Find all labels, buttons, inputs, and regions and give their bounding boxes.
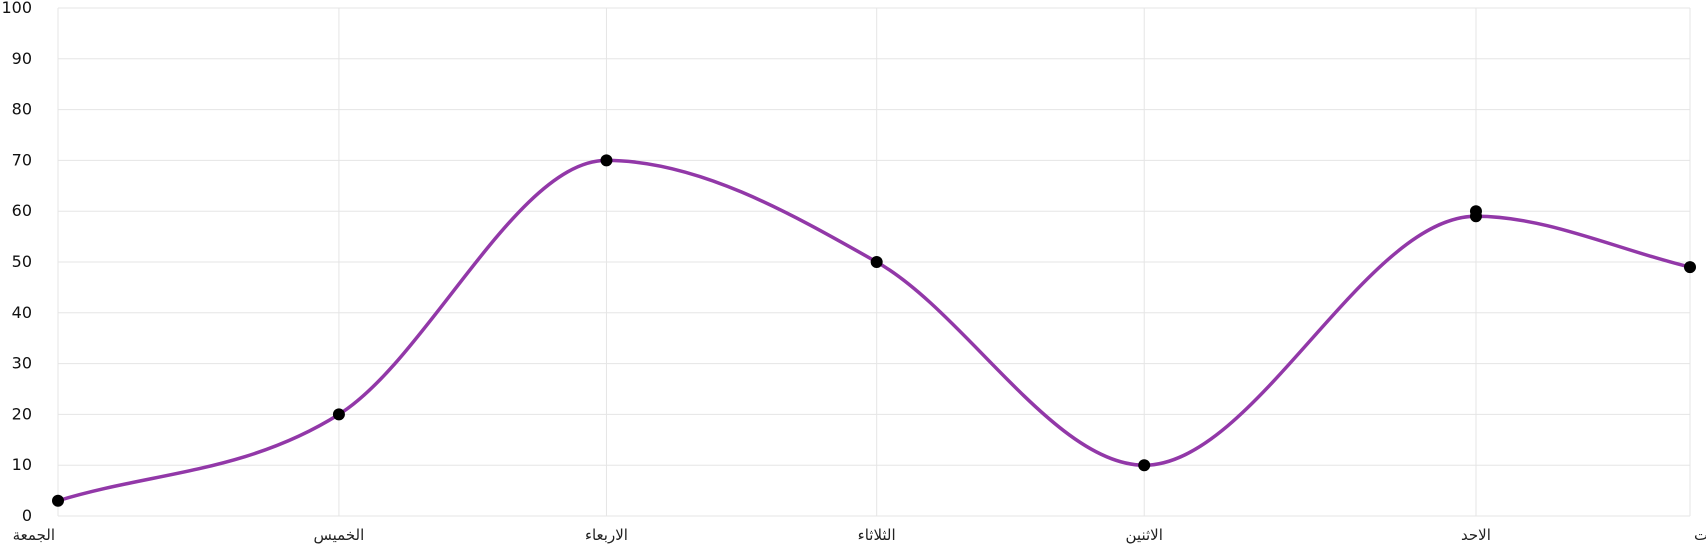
x-tick-label: الخميس (314, 526, 365, 544)
points-layer (52, 154, 1696, 507)
data-point (52, 494, 64, 507)
data-point (1469, 205, 1482, 218)
data-point (332, 408, 345, 421)
x-tick-label: الجمعة (13, 526, 55, 544)
y-axis: 0 10 20 30 40 50 60 70 80 90 100 (1, 0, 32, 525)
y-tick-label: 50 (12, 252, 32, 271)
y-tick-label: 40 (12, 303, 32, 322)
data-point (600, 154, 613, 167)
data-point (1138, 459, 1151, 472)
y-tick-label: 100 (1, 0, 32, 17)
x-tick-label: الاربعاء (585, 526, 628, 544)
x-tick-label: السبت (1694, 526, 1706, 544)
data-point (1684, 261, 1696, 274)
y-tick-label: 10 (12, 455, 32, 474)
data-point (870, 256, 883, 268)
x-tick-label: الاحد (1461, 526, 1491, 544)
y-tick-label: 20 (12, 404, 32, 423)
y-tick-label: 60 (12, 201, 32, 220)
y-tick-label: 30 (12, 354, 32, 373)
y-tick-label: 80 (12, 100, 32, 119)
x-tick-label: الاثنين (1126, 526, 1163, 544)
y-tick-label: 90 (12, 49, 32, 68)
x-axis: الجمعة الخميس الاربعاء الثلاثاء الاثنين الاحد… (13, 526, 1706, 544)
x-tick-label: الثلاثاء (858, 526, 896, 544)
y-tick-label: 0 (22, 506, 32, 525)
y-tick-label: 70 (12, 150, 32, 169)
